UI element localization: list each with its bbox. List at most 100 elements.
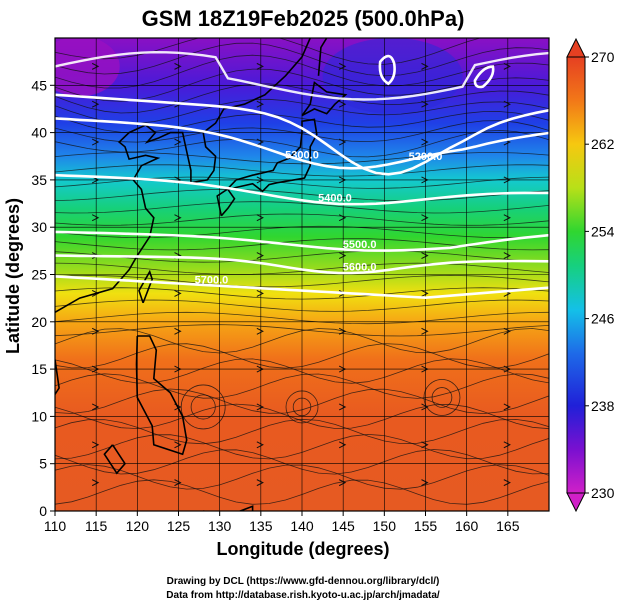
streamline-arrow	[421, 479, 429, 487]
height-contour	[55, 173, 549, 206]
colorbar-scale	[566, 56, 586, 494]
streamline-arrow	[338, 100, 347, 108]
height-contour-closed	[473, 65, 495, 89]
y-tick-label: 20	[31, 314, 47, 330]
contour-label: 5700.0	[195, 274, 229, 286]
streamline-arrow	[91, 62, 100, 70]
streamline-arrow	[256, 327, 264, 335]
y-tick-label: 10	[31, 408, 47, 424]
y-tick-label: 15	[31, 361, 47, 377]
streamline-arrow	[174, 441, 182, 449]
streamline-arrow	[338, 403, 347, 411]
y-axis-ticks: 0 5 10 15 20 25 30 35 40 45	[31, 77, 55, 519]
streamline-arrow	[421, 62, 429, 70]
eddy	[431, 387, 453, 408]
streamline-arrow	[421, 138, 429, 146]
y-tick-label: 45	[31, 77, 47, 93]
streamline-arrow	[256, 138, 264, 146]
streamline-arrow	[174, 214, 182, 222]
contour-label: 5500.0	[343, 239, 377, 251]
streamline-arrow	[338, 214, 347, 222]
streamline-arrow	[256, 403, 264, 411]
streamline-arrow	[91, 441, 100, 449]
x-tick-label: 150	[373, 518, 397, 534]
colorbar-tick-label: 262	[591, 136, 615, 152]
x-axis-label: Longitude (degrees)	[216, 539, 389, 559]
streamline-arrow	[421, 403, 429, 411]
height-contour	[55, 117, 549, 170]
height-contour	[55, 254, 549, 275]
streamline-arrow	[503, 252, 511, 260]
streamline-arrow	[174, 289, 182, 297]
lat-lon-grid	[55, 38, 549, 511]
map-title: GSM 18Z19Feb2025 (500.0hPa)	[142, 6, 465, 31]
cold-lobe-west	[55, 38, 120, 97]
colorbar-tick-label: 254	[591, 223, 615, 239]
streamline-arrow	[256, 289, 264, 297]
streamline-arrow	[174, 62, 182, 70]
x-tick-label: 155	[414, 518, 438, 534]
colorbar-ticks: 230 238 246 254 262 270	[585, 49, 615, 501]
x-tick-label: 120	[126, 518, 150, 534]
streamline-arrow	[91, 403, 100, 411]
y-tick-label: 40	[31, 125, 47, 141]
streamline-arrow	[174, 138, 182, 146]
x-tick-label: 140	[290, 518, 314, 534]
x-tick-label: 115	[85, 518, 108, 534]
streamline-arrow	[421, 252, 429, 260]
contour-label: 5600.0	[343, 262, 377, 274]
y-tick-label: 0	[39, 503, 47, 519]
y-axis-label: Latitude (degrees)	[3, 198, 23, 354]
map-plot-area: 5300.0 5200.0 5400.0 5500.0 5700.0 5600.0	[54, 37, 550, 512]
streamline-arrow	[338, 479, 347, 487]
streamline-arrow	[91, 479, 100, 487]
height-contours: 5300.0 5200.0 5400.0 5500.0 5700.0 5600.0	[55, 50, 549, 300]
coastline-borneo	[103, 444, 126, 475]
streamline-arrow	[338, 252, 347, 260]
streamline-arrow	[338, 138, 347, 146]
eddy	[190, 394, 216, 420]
x-tick-label: 160	[455, 518, 479, 534]
colorbar-tick-label: 246	[591, 311, 615, 327]
height-contour-closed	[378, 54, 396, 86]
coastline-hokkaido	[301, 81, 348, 117]
credit-drawing: Drawing by DCL (https://www.gfd-dennou.o…	[167, 576, 440, 587]
coastline-asia	[55, 38, 311, 313]
coastline-newguinea	[203, 505, 254, 511]
streamline-arrow	[421, 441, 429, 449]
contour-label: 5300.0	[285, 149, 319, 161]
x-tick-label: 135	[249, 518, 273, 534]
contour-label: 5400.0	[318, 193, 352, 205]
streamline-arrow	[91, 214, 100, 222]
x-tick-label: 125	[167, 518, 191, 534]
height-contour	[55, 93, 549, 176]
eddy	[180, 384, 226, 430]
eddy	[423, 379, 461, 416]
x-tick-label: 130	[208, 518, 232, 534]
height-contour	[55, 50, 549, 101]
y-tick-label: 30	[31, 219, 47, 235]
x-axis-ticks: 110 115 120 125 130 135 140 145 150 155 160 165	[44, 511, 520, 534]
streamline-arrow	[503, 62, 511, 70]
streamline-arrow	[421, 214, 429, 222]
height-contour	[55, 275, 549, 300]
streamline-arrow	[503, 403, 511, 411]
coastline-taiwan	[138, 269, 154, 304]
streamline-arrow	[421, 100, 429, 108]
streamline-arrow	[256, 441, 264, 449]
colorbar-tick-label: 230	[591, 485, 615, 501]
streamline-arrow	[91, 327, 100, 335]
colorbar-top-arrow	[566, 37, 586, 58]
streamline-arrow	[503, 214, 511, 222]
y-tick-label: 35	[31, 172, 47, 188]
x-tick-label: 110	[44, 518, 67, 534]
x-tick-label: 145	[331, 518, 355, 534]
streamline-arrow	[91, 100, 100, 108]
coastline-sakhalin	[317, 38, 328, 76]
colorbar-bottom-arrow	[566, 492, 586, 513]
streamline-arrow	[256, 214, 264, 222]
x-tick-label: 165	[496, 518, 520, 534]
streamline-arrow	[421, 327, 429, 335]
streamline-arrow	[503, 441, 511, 449]
